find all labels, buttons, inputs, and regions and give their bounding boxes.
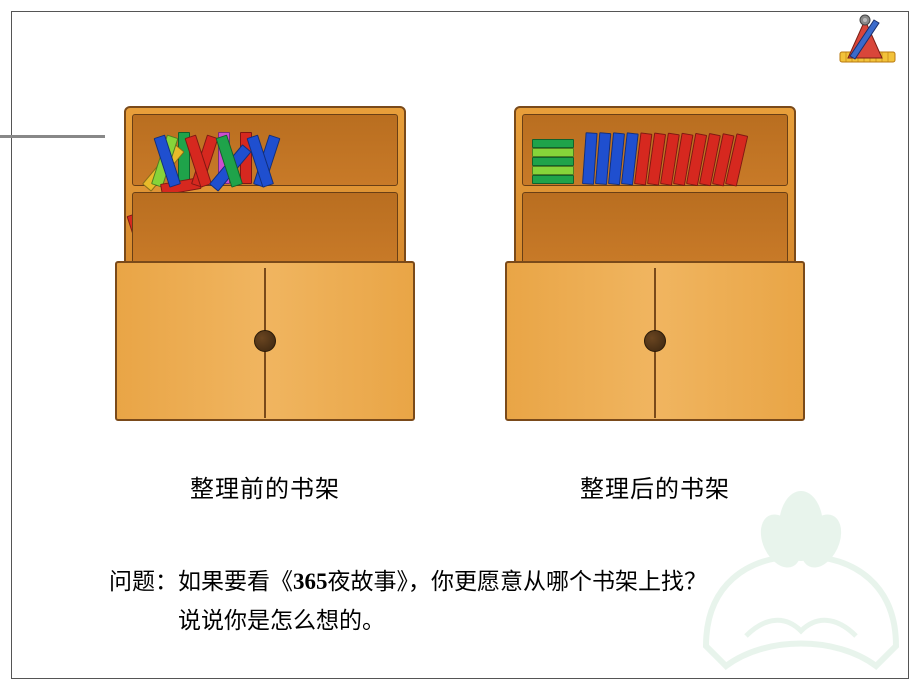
book-stack [532,139,576,184]
book [253,213,280,266]
question-line1a: 如果要看《 [178,569,293,594]
book [636,202,648,262]
door-knob [644,330,666,352]
book [700,202,712,262]
messy-row-2 [142,200,388,262]
book [127,213,154,266]
slide-content: 整理前的书架 整理后的书架 问题：如果要看《365夜故事》，你更愿意从哪个书架上… [11,11,909,679]
question-line1b: 夜故事》，你更愿意从哪个书架上找？ [328,569,708,594]
book [229,213,256,266]
question-bold-number: 365 [293,569,328,594]
caption-before: 整理前的书架 [190,469,340,504]
book [532,157,574,166]
book [532,166,574,175]
book [662,202,674,262]
book [545,202,557,262]
bookshelf-before-unit: 整理前的书架 [115,106,415,504]
question-block: 问题：如果要看《365夜故事》，你更愿意从哪个书架上找？ 问题：说说你是怎么想的… [109,562,909,640]
lower-cabinet [505,261,805,421]
book [169,210,181,262]
book [176,213,203,266]
book [649,202,661,262]
bookshelf-after-unit: 整理后的书架 [505,106,805,504]
book [182,213,209,266]
book [726,202,738,262]
book [584,202,596,262]
bookshelf-after [505,106,805,421]
shelves-row: 整理前的书架 整理后的书架 [11,106,909,504]
book [674,202,686,262]
messy-row-1 [142,122,388,184]
book [532,148,574,157]
book [739,202,751,262]
book [571,202,583,262]
book [262,210,274,262]
book [752,202,764,262]
book [597,202,609,262]
question-prefix: 问题： [109,569,178,594]
book [231,210,243,262]
tidy-row-1 [532,122,778,184]
book [532,175,574,184]
book [558,202,570,262]
book [623,202,635,262]
lower-cabinet [115,261,415,421]
book [213,213,240,266]
book [532,202,544,262]
upper-cabinet [124,106,406,266]
bookshelf-before [115,106,415,421]
book [532,139,574,148]
question-line2: 说说你是怎么想的。 [178,608,385,633]
caption-after: 整理后的书架 [580,469,730,504]
upper-cabinet [514,106,796,266]
book [687,202,699,262]
book [713,202,725,262]
tidy-row-2 [532,200,778,262]
door-knob [254,330,276,352]
book [765,202,777,262]
book [200,210,212,262]
book [610,202,622,262]
